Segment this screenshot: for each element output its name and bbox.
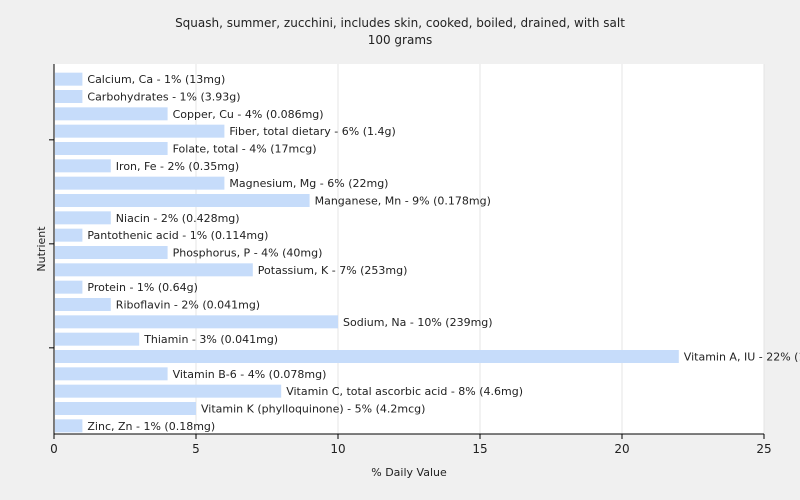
- bar: [55, 90, 83, 103]
- bar-label: Folate, total - 4% (17mcg): [173, 143, 317, 156]
- bar: [55, 142, 168, 155]
- bar-label: Vitamin B-6 - 4% (0.078mg): [173, 368, 327, 381]
- chart-title: Squash, summer, zucchini, includes skin,…: [175, 16, 625, 30]
- bar-label: Vitamin C, total ascorbic acid - 8% (4.6…: [286, 385, 523, 398]
- x-tick-label: 5: [192, 442, 200, 456]
- bar: [55, 176, 225, 190]
- x-tick-label: 10: [330, 442, 345, 456]
- bar: [55, 332, 140, 346]
- bar: [55, 246, 168, 259]
- bar: [55, 367, 168, 381]
- chart-subtitle: 100 grams: [368, 33, 433, 47]
- bar-label: Riboflavin - 2% (0.041mg): [116, 299, 260, 312]
- bar-label: Manganese, Mn - 9% (0.178mg): [315, 195, 491, 208]
- bar: [55, 315, 338, 329]
- bar-label: Potassium, K - 7% (253mg): [258, 264, 408, 277]
- x-axis-title: % Daily Value: [371, 466, 447, 479]
- bar: [55, 72, 83, 86]
- bar: [55, 124, 225, 138]
- x-tick-label: 20: [614, 442, 629, 456]
- bar-label: Thiamin - 3% (0.041mg): [143, 333, 278, 346]
- bar-label: Copper, Cu - 4% (0.086mg): [173, 108, 324, 121]
- bar-label: Sodium, Na - 10% (239mg): [343, 316, 493, 329]
- bars-group: [55, 72, 679, 433]
- bar-label: Fiber, total dietary - 6% (1.4g): [229, 125, 395, 138]
- x-tick-label: 15: [472, 442, 487, 456]
- bar: [55, 350, 679, 363]
- x-axis-ticks: 0 5 10 15 20 25: [50, 434, 772, 456]
- bar-label: Protein - 1% (0.64g): [87, 281, 198, 294]
- bar-label: Magnesium, Mg - 6% (22mg): [229, 177, 388, 190]
- bar: [55, 419, 83, 433]
- bar-label: Niacin - 2% (0.428mg): [116, 212, 240, 225]
- bar: [55, 402, 196, 415]
- bar: [55, 263, 253, 277]
- bar: [55, 159, 111, 173]
- bar-label: Carbohydrates - 1% (3.93g): [87, 91, 240, 104]
- x-tick-label: 25: [756, 442, 771, 456]
- x-tick-label: 0: [50, 442, 58, 456]
- bar-label: Calcium, Ca - 1% (13mg): [87, 73, 225, 86]
- bar: [55, 228, 83, 242]
- bar-label: Vitamin A, IU - 22% (1117IU): [684, 351, 800, 364]
- bar: [55, 280, 83, 294]
- bar-label: Vitamin K (phylloquinone) - 5% (4.2mcg): [201, 403, 425, 416]
- y-axis-ticks: [49, 139, 54, 349]
- bar-label: Iron, Fe - 2% (0.35mg): [116, 160, 239, 173]
- y-axis-title: Nutrient: [35, 226, 48, 272]
- bar-label: Pantothenic acid - 1% (0.114mg): [87, 229, 268, 242]
- bar: [55, 211, 111, 225]
- bar: [55, 384, 282, 398]
- bar-label: Phosphorus, P - 4% (40mg): [173, 247, 323, 260]
- bar-labels-group: Calcium, Ca - 1% (13mg) Carbohydrates - 1…: [87, 73, 800, 433]
- bar: [55, 107, 168, 121]
- bar: [55, 298, 111, 311]
- bar: [55, 194, 310, 207]
- bar-label: Zinc, Zn - 1% (0.18mg): [87, 420, 215, 433]
